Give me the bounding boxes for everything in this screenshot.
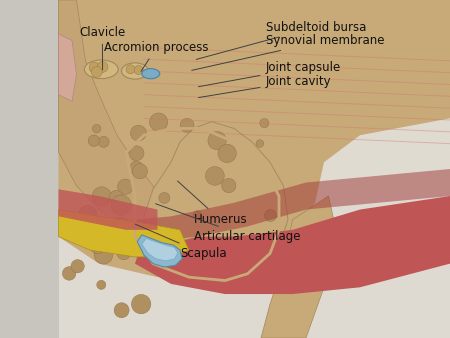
Circle shape <box>92 124 101 133</box>
Polygon shape <box>135 169 450 243</box>
Polygon shape <box>58 0 162 237</box>
Bar <box>0 0 58 338</box>
Circle shape <box>97 62 108 72</box>
Circle shape <box>218 144 236 163</box>
Text: Subdeltoid bursa: Subdeltoid bursa <box>196 21 366 59</box>
Circle shape <box>114 303 129 318</box>
Circle shape <box>149 113 168 131</box>
Circle shape <box>112 217 129 235</box>
Circle shape <box>117 179 133 195</box>
Circle shape <box>136 251 144 259</box>
Circle shape <box>79 206 97 223</box>
Circle shape <box>131 294 151 314</box>
Circle shape <box>130 125 146 141</box>
Circle shape <box>180 118 194 132</box>
Polygon shape <box>261 196 338 338</box>
Text: Joint cavity: Joint cavity <box>198 75 331 98</box>
Polygon shape <box>58 189 158 230</box>
Circle shape <box>92 187 111 206</box>
Bar <box>58 0 450 338</box>
Circle shape <box>97 280 106 289</box>
Text: Joint capsule: Joint capsule <box>198 61 341 87</box>
Circle shape <box>256 140 264 147</box>
Circle shape <box>91 67 102 77</box>
Polygon shape <box>135 196 450 294</box>
Ellipse shape <box>142 69 160 79</box>
Ellipse shape <box>85 60 118 78</box>
Circle shape <box>79 207 91 219</box>
Polygon shape <box>58 34 76 101</box>
Circle shape <box>221 178 236 193</box>
Circle shape <box>193 211 201 219</box>
Circle shape <box>94 245 113 264</box>
Ellipse shape <box>122 63 148 79</box>
Circle shape <box>98 136 109 147</box>
Circle shape <box>73 213 86 226</box>
Circle shape <box>208 131 226 150</box>
Circle shape <box>117 246 131 260</box>
Circle shape <box>90 239 105 254</box>
Polygon shape <box>144 122 288 281</box>
Text: Scapula: Scapula <box>135 224 227 260</box>
Polygon shape <box>58 0 450 277</box>
Circle shape <box>129 146 144 161</box>
Text: Humerus: Humerus <box>178 181 247 226</box>
Circle shape <box>88 135 99 146</box>
Circle shape <box>134 66 143 74</box>
Circle shape <box>132 164 148 179</box>
Polygon shape <box>189 0 450 196</box>
Polygon shape <box>142 238 178 261</box>
Circle shape <box>109 190 123 204</box>
Circle shape <box>71 260 84 273</box>
Circle shape <box>265 210 276 221</box>
Circle shape <box>83 233 93 244</box>
Circle shape <box>260 119 269 128</box>
Polygon shape <box>58 210 189 257</box>
Text: Articular cartilage: Articular cartilage <box>156 204 300 243</box>
Text: Synovial membrane: Synovial membrane <box>192 34 384 70</box>
Polygon shape <box>137 235 182 267</box>
Circle shape <box>89 62 100 73</box>
Circle shape <box>126 65 135 74</box>
Circle shape <box>206 167 224 185</box>
Circle shape <box>111 195 131 215</box>
Circle shape <box>130 161 144 175</box>
Circle shape <box>63 267 76 280</box>
Text: Clavicle: Clavicle <box>79 26 126 70</box>
Text: Acromion process: Acromion process <box>104 41 209 71</box>
Circle shape <box>159 192 170 203</box>
